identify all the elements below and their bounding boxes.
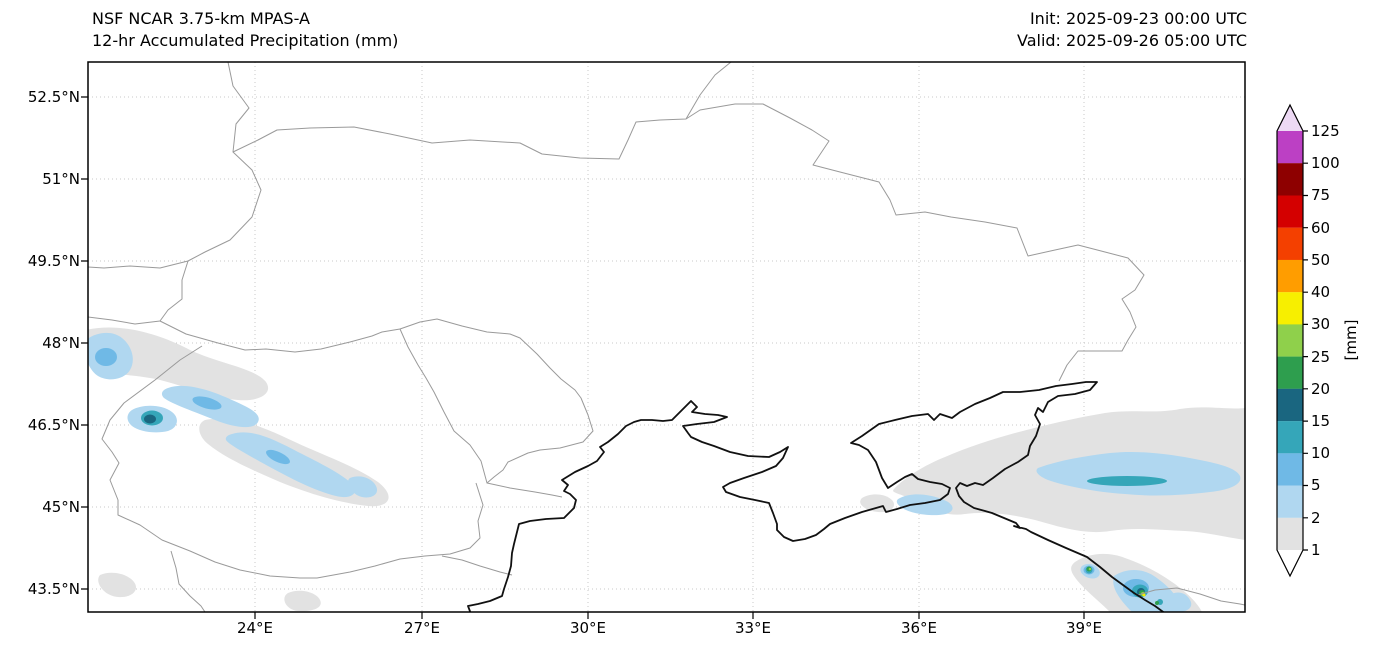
- lat-tick-label: 48°N: [42, 334, 80, 352]
- coastline-black-sea: [467, 381, 1165, 612]
- colorbar-tick-label: 2: [1311, 509, 1321, 527]
- lat-tick-marks: [81, 96, 88, 590]
- precip-patch: [347, 476, 378, 498]
- colorbar-unit-label: [mm]: [1342, 319, 1360, 361]
- precip-patch: [1087, 476, 1167, 486]
- colorbar-tick-label: 20: [1311, 380, 1331, 398]
- product-title: 12-hr Accumulated Precipitation (mm): [92, 31, 399, 50]
- init-time: Init: 2025-09-23 00:00 UTC: [1029, 9, 1247, 28]
- title-block: NSF NCAR 3.75-km MPAS-A 12-hr Accumulate…: [92, 8, 398, 52]
- border-serbia-bulgaria: [170, 550, 206, 612]
- colorbar-extend-over: [1277, 105, 1303, 131]
- colorbar-segment: [1277, 131, 1303, 164]
- colorbar-segment: [1277, 259, 1303, 293]
- map-frame: [87, 61, 1246, 613]
- country-borders: [88, 62, 1245, 612]
- colorbar-tick-label: 1: [1311, 541, 1321, 559]
- colorbar: [1276, 103, 1308, 578]
- colorbar-tick-label: 125: [1311, 122, 1340, 140]
- colorbar-segment: [1277, 163, 1303, 196]
- valid-time: Valid: 2025-09-26 05:00 UTC: [1016, 31, 1247, 50]
- lon-tick-label: 27°E: [403, 619, 441, 637]
- precip-level-30: [1142, 593, 1146, 597]
- precip-patch: [1088, 567, 1092, 571]
- model-title: NSF NCAR 3.75-km MPAS-A: [92, 9, 310, 28]
- colorbar-segment: [1277, 388, 1303, 422]
- gridline-meridians: [254, 62, 1085, 612]
- lat-tick-label: 52.5°N: [27, 88, 80, 106]
- colorbar-segment: [1277, 292, 1303, 325]
- lon-tick-label: 33°E: [734, 619, 772, 637]
- colorbar-tick-label: 5: [1311, 476, 1321, 494]
- precip-patch: [144, 414, 156, 424]
- border-poland-slovakia: [88, 260, 189, 269]
- lat-tick-label: 45°N: [42, 498, 80, 516]
- precip-level-2: [88, 333, 1241, 612]
- colorbar-tick-label: 10: [1311, 444, 1331, 462]
- border-romania-west-danube: [101, 345, 484, 579]
- colorbar-tick-label: 60: [1311, 219, 1331, 237]
- graticule-gridlines: [88, 62, 1245, 612]
- border-russia-georgia: [1137, 587, 1245, 606]
- precip-patch: [1155, 601, 1159, 605]
- colorbar-segment: [1277, 421, 1303, 454]
- colorbar-segment: [1277, 485, 1303, 518]
- precip-patch: [266, 449, 290, 465]
- precip-patch: [1036, 451, 1241, 496]
- lat-tick-label: 43.5°N: [27, 580, 80, 598]
- colorbar-tick-label: 100: [1311, 154, 1340, 172]
- colorbar-segment: [1277, 453, 1303, 486]
- border-moldova: [399, 318, 594, 484]
- border-ukraine-romania: [159, 320, 401, 353]
- lon-tick-label: 39°E: [1065, 619, 1103, 637]
- precip-patch: [88, 327, 268, 401]
- precip-patch: [192, 396, 222, 410]
- precip-patch: [860, 494, 895, 513]
- precip-patch: [1142, 593, 1146, 597]
- border-poland-ukraine: [159, 62, 262, 322]
- colorbar-tick-label: 25: [1311, 348, 1331, 366]
- colorbar-tick-label: 50: [1311, 251, 1331, 269]
- lon-tick-label: 24°E: [236, 619, 274, 637]
- colorbar-segment: [1277, 195, 1303, 228]
- lat-tick-label: 49.5°N: [27, 252, 80, 270]
- precip-patch: [1164, 592, 1192, 612]
- precip-patch: [284, 590, 321, 612]
- precip-patch: [95, 348, 117, 366]
- colorbar-tick-label: 75: [1311, 186, 1331, 204]
- precip-patch: [98, 572, 137, 598]
- border-belarus-russia: [685, 62, 732, 120]
- colorbar-segment: [1277, 324, 1303, 357]
- border-ukraine-romania-delta: [486, 482, 563, 498]
- border-romania-bulgaria-dobruja: [441, 555, 513, 576]
- lon-tick-label: 30°E: [569, 619, 607, 637]
- colorbar-segment: [1277, 356, 1303, 389]
- colorbar-segment: [1277, 517, 1303, 550]
- colorbar-tick-label: 40: [1311, 283, 1331, 301]
- lat-tick-label: 51°N: [42, 170, 80, 188]
- colorbar-segment: [1277, 227, 1303, 260]
- lon-tick-label: 36°E: [900, 619, 938, 637]
- precip-patch: [225, 432, 356, 498]
- border-ukraine-belarus-russia: [232, 103, 1145, 382]
- lon-tick-marks: [254, 612, 1085, 619]
- lat-tick-label: 46.5°N: [27, 416, 80, 434]
- colorbar-tick-label: 15: [1311, 412, 1331, 430]
- border-slovakia-hungary: [88, 316, 161, 325]
- colorbar-tick-label: 30: [1311, 315, 1331, 333]
- time-block: Init: 2025-09-23 00:00 UTC Valid: 2025-0…: [1017, 8, 1247, 52]
- colorbar-extend-under: [1277, 550, 1303, 576]
- colorbar-tick-marks: [1303, 130, 1308, 551]
